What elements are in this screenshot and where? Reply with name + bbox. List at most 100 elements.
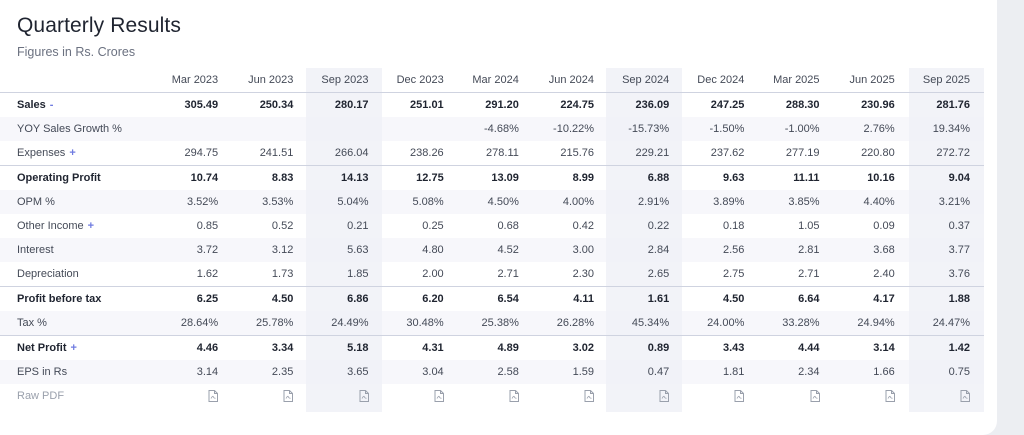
row-label-text: Depreciation	[17, 268, 79, 280]
table-cell: 238.26	[410, 147, 444, 159]
pdf-document-icon[interactable]	[885, 390, 895, 403]
table-row: OPM % 3.52% 3.53% 5.04% 5.08% 4.50% 4.00% 2.91%…	[0, 190, 984, 214]
raw-pdf-label: Raw PDF	[17, 390, 65, 402]
table-cell: 5.63	[307, 238, 383, 262]
column-header: Mar 2024	[472, 74, 519, 86]
table-cell: 1.81	[683, 360, 759, 384]
column-header: Jun 2024	[548, 74, 595, 86]
pdf-document-icon[interactable]	[810, 390, 820, 403]
table-cell: 6.64	[758, 286, 834, 311]
table-cell: 9.63	[683, 165, 759, 190]
table-cell: 24.49%	[307, 311, 383, 336]
table-cell	[157, 117, 233, 141]
table-row: Tax % 28.64% 25.78% 24.49% 30.48% 25.38% 26.28…	[0, 311, 984, 336]
row-label-text: Sales	[17, 99, 46, 111]
table-cell: 3.14	[833, 335, 909, 360]
table-row: Expenses +294.75 241.51 266.04 238.26 278.11 2…	[0, 141, 984, 166]
row-label-text: Operating Profit	[17, 172, 101, 184]
table-cell: 266.04	[334, 147, 369, 159]
table-cell: 1.73	[271, 268, 294, 280]
table-cell: 2.65	[647, 268, 670, 280]
table-cell: 9.04	[908, 165, 984, 190]
row-label[interactable]: Net Profit +	[0, 335, 157, 360]
pdf-document-icon[interactable]	[283, 390, 294, 403]
table-cell: 0.75	[908, 360, 984, 384]
table-cell: 2.00	[422, 268, 444, 280]
table-cell: 1.59	[532, 360, 609, 384]
row-label-text: EPS in Rs	[17, 366, 68, 378]
table-cell: 4.80	[382, 238, 458, 262]
pdf-document-icon[interactable]	[359, 390, 369, 403]
table-cell: 0.42	[572, 220, 595, 232]
table-cell: 33.28%	[758, 311, 834, 336]
raw-pdf-cell	[533, 384, 608, 408]
table-cell: 0.22	[647, 220, 670, 232]
table-cell: 3.14	[157, 360, 233, 384]
table-cell	[382, 117, 458, 141]
table-row: EPS in Rs 3.14 2.35 3.65 3.04 2.58 1.59 0.47 1.8…	[0, 360, 984, 384]
table-cell: 1.61	[608, 286, 684, 311]
table-cell: 220.80	[861, 147, 895, 159]
table-cell: 0.68	[497, 220, 519, 232]
table-cell: 250.34	[232, 92, 308, 117]
table-cell: 5.18	[307, 335, 383, 360]
table-cell: 6.54	[457, 286, 533, 311]
row-label-text: Expenses	[17, 147, 66, 159]
table-cell: 2.76%	[833, 117, 909, 141]
table-cell: 6.25	[157, 286, 233, 311]
table-cell: 4.46	[157, 335, 233, 360]
table-cell: 2.71	[798, 268, 820, 280]
column-header: Mar 2025	[773, 74, 820, 86]
table-cell: -1.00%	[758, 117, 834, 141]
pdf-document-icon[interactable]	[208, 390, 219, 403]
table-cell: 2.84	[608, 238, 684, 262]
table-cell: 0.85	[196, 220, 219, 232]
table-cell: 4.89	[457, 335, 533, 360]
table-cell: 0.47	[608, 360, 684, 384]
table-cell: 13.09	[457, 165, 533, 190]
column-header: Sep 2023	[321, 74, 369, 86]
pdf-document-icon[interactable]	[734, 390, 745, 403]
table-row: YOY Sales Growth % -4.68% -10.22% -15.73% -1…	[0, 117, 984, 141]
table-cell: 288.30	[758, 92, 834, 117]
table-cell: 3.52%	[157, 190, 233, 214]
column-header: Sep 2024	[622, 74, 670, 86]
table-cell: 3.43	[683, 335, 759, 360]
row-label-text: Other Income	[17, 220, 84, 232]
table-row: Interest 3.72 3.12 5.63 4.80 4.52 3.00 2.84 2.56…	[0, 238, 984, 262]
expand-plus-icon[interactable]: +	[70, 342, 77, 354]
table-cell: 3.04	[382, 360, 458, 384]
pdf-document-icon[interactable]	[960, 390, 970, 403]
table-cell: 2.91%	[608, 190, 684, 214]
table-cell: 0.09	[873, 220, 895, 232]
table-cell: 230.96	[833, 92, 909, 117]
pdf-document-icon[interactable]	[509, 390, 519, 403]
table-cell: 1.85	[347, 268, 369, 280]
table-cell: 247.25	[683, 92, 759, 117]
table-header-row: Mar 2023 Jun 2023 Sep 2023 Dec 2023 Mar …	[0, 68, 984, 93]
table-cell: 5.08%	[382, 190, 458, 214]
row-label[interactable]: Expenses +	[0, 141, 157, 166]
expand-plus-icon[interactable]: +	[69, 147, 76, 159]
table-cell: 10.16	[833, 165, 909, 190]
table-cell: 1.05	[798, 220, 820, 232]
row-label-text: Interest	[17, 244, 54, 256]
pdf-document-icon[interactable]	[434, 390, 444, 403]
table-cell: -10.22%	[532, 117, 609, 141]
row-label[interactable]: Other Income +	[0, 214, 157, 238]
table-cell: 4.11	[532, 286, 609, 311]
table-cell: 3.34	[232, 335, 308, 360]
expand-plus-icon[interactable]: +	[87, 220, 95, 232]
table-cell: 8.83	[232, 165, 308, 190]
pdf-document-icon[interactable]	[659, 390, 670, 403]
table-cell: 30.48%	[382, 311, 458, 336]
collapse-minus-icon[interactable]: -	[49, 99, 54, 111]
table-cell: 1.62	[196, 268, 219, 280]
table-cell: 2.81	[758, 238, 834, 262]
row-label[interactable]: Sales -	[0, 92, 157, 117]
row-label: OPM %	[0, 190, 157, 214]
table-cell: 4.00%	[532, 190, 609, 214]
table-cell: 236.09	[608, 92, 684, 117]
pdf-document-icon[interactable]	[584, 390, 595, 403]
raw-pdf-cell	[683, 384, 758, 408]
